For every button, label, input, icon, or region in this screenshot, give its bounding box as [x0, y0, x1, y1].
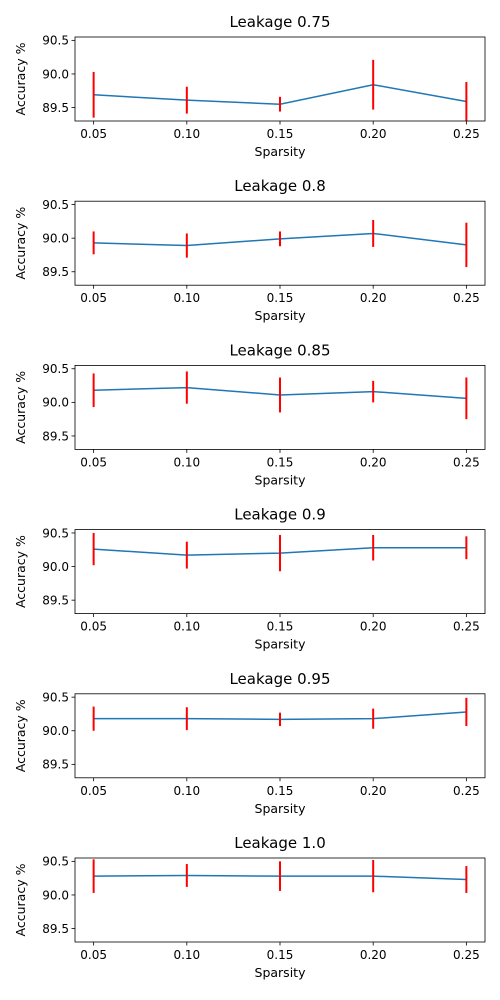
x-tick-label: 0.05 — [80, 127, 107, 141]
x-tick-label: 0.05 — [80, 620, 107, 634]
y-axis-label: Accuracy % — [13, 699, 28, 772]
y-tick-label: 90.0 — [42, 67, 69, 81]
y-tick-label: 89.5 — [42, 922, 69, 936]
y-axis-label: Accuracy % — [13, 863, 28, 936]
x-tick-label: 0.25 — [453, 127, 480, 141]
y-tick-label: 90.0 — [42, 560, 69, 574]
x-tick-label: 0.15 — [267, 291, 294, 305]
x-axis-label: Sparsity — [255, 965, 307, 980]
y-tick-label: 90.0 — [42, 888, 69, 902]
x-tick-label: 0.15 — [267, 948, 294, 962]
x-tick-label: 0.10 — [173, 948, 200, 962]
x-tick-label: 0.10 — [173, 455, 200, 469]
x-tick-label: 0.25 — [453, 784, 480, 798]
subplot-4: Leakage 0.9 0.05 0.10 0.15 0.20 0.25 89.5 90.0 9… — [13, 506, 485, 652]
y-tick-label: 90.5 — [42, 34, 69, 48]
y-tick-label: 89.5 — [42, 593, 69, 607]
x-tick-label: 0.05 — [80, 784, 107, 798]
axes-frame — [75, 694, 485, 778]
x-tick-label: 0.10 — [173, 127, 200, 141]
subplot-title: Leakage 0.9 — [234, 506, 326, 524]
subplot-6: Leakage 1.0 0.05 0.10 0.15 0.20 0.25 89.5 90.0 9… — [13, 834, 485, 980]
x-tick-label: 0.15 — [267, 620, 294, 634]
x-tick-label: 0.25 — [453, 620, 480, 634]
x-tick-label: 0.15 — [267, 784, 294, 798]
x-tick-label: 0.20 — [360, 455, 387, 469]
x-tick-label: 0.15 — [267, 455, 294, 469]
y-tick-label: 90.5 — [42, 362, 69, 376]
y-tick-label: 89.5 — [42, 101, 69, 115]
x-tick-label: 0.25 — [453, 291, 480, 305]
y-tick-label: 90.0 — [42, 724, 69, 738]
x-axis-label: Sparsity — [255, 472, 307, 487]
subplot-3: Leakage 0.85 0.05 0.10 0.15 0.20 0.25 89.5 90.0… — [13, 341, 485, 487]
x-tick-label: 0.25 — [453, 948, 480, 962]
subplot-title: Leakage 0.8 — [234, 177, 326, 195]
x-axis-label: Sparsity — [255, 308, 307, 323]
y-tick-label: 90.5 — [42, 690, 69, 704]
subplot-title: Leakage 0.75 — [229, 13, 330, 31]
y-tick-label: 89.5 — [42, 265, 69, 279]
x-tick-label: 0.10 — [173, 620, 200, 634]
x-tick-label: 0.05 — [80, 291, 107, 305]
x-tick-label: 0.05 — [80, 455, 107, 469]
x-tick-label: 0.10 — [173, 291, 200, 305]
x-tick-label: 0.20 — [360, 127, 387, 141]
y-tick-label: 90.0 — [42, 396, 69, 410]
y-axis-label: Accuracy % — [13, 371, 28, 444]
subplot-title: Leakage 0.85 — [229, 341, 330, 359]
y-tick-label: 90.5 — [42, 855, 69, 869]
y-axis-label: Accuracy % — [13, 207, 28, 280]
subplot-5: Leakage 0.95 0.05 0.10 0.15 0.20 0.25 89.5 90.0… — [13, 670, 485, 816]
y-tick-label: 90.0 — [42, 231, 69, 245]
x-tick-label: 0.20 — [360, 291, 387, 305]
y-axis-label: Accuracy % — [13, 535, 28, 608]
x-tick-label: 0.25 — [453, 455, 480, 469]
x-axis-label: Sparsity — [255, 144, 307, 159]
subplot-2: Leakage 0.8 0.05 0.10 0.15 0.20 0.25 89.5 90.0 9… — [13, 177, 485, 323]
x-tick-label: 0.20 — [360, 784, 387, 798]
y-axis-label: Accuracy % — [13, 42, 28, 115]
subplot-1: Leakage 0.75 0.05 0.10 0.15 0.20 0.25 89.5 90.0… — [13, 13, 485, 159]
subplot-title: Leakage 0.95 — [229, 670, 330, 688]
x-tick-label: 0.20 — [360, 948, 387, 962]
x-tick-label: 0.15 — [267, 127, 294, 141]
y-tick-label: 89.5 — [42, 758, 69, 772]
x-tick-label: 0.20 — [360, 620, 387, 634]
y-tick-label: 90.5 — [42, 198, 69, 212]
x-axis-label: Sparsity — [255, 637, 307, 652]
y-tick-label: 90.5 — [42, 526, 69, 540]
y-tick-label: 89.5 — [42, 429, 69, 443]
x-tick-label: 0.10 — [173, 784, 200, 798]
subplot-title: Leakage 1.0 — [234, 834, 326, 852]
x-axis-label: Sparsity — [255, 801, 307, 816]
x-tick-label: 0.05 — [80, 948, 107, 962]
